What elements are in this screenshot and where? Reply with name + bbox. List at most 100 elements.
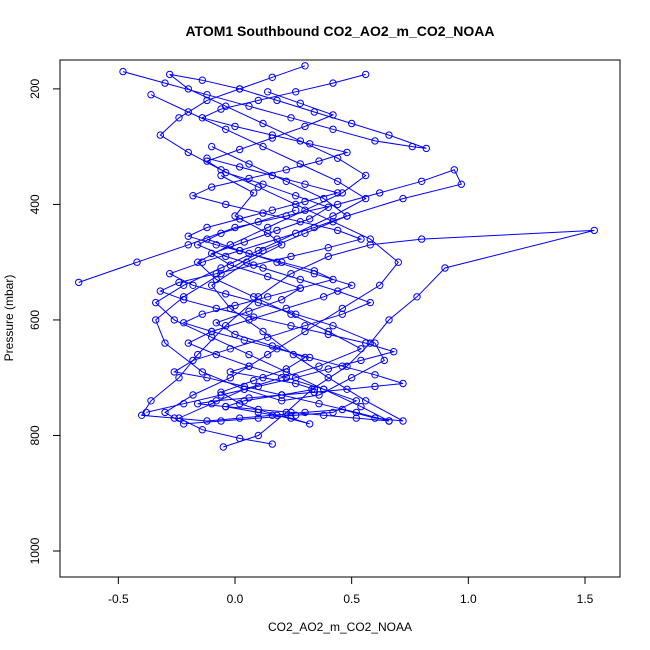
- data-point: [366, 298, 374, 307]
- data-point: [292, 206, 300, 214]
- data-point: [184, 232, 193, 240]
- tick-layer: -0.5 0.0 0.5 1.0 1.5 200 400 600 800 1000: [28, 79, 593, 606]
- data-point: [292, 379, 300, 388]
- data-point: [324, 252, 332, 261]
- data-point: [208, 183, 216, 191]
- data-point: [385, 417, 393, 425]
- data-point: [310, 385, 318, 393]
- data-point: [184, 108, 193, 116]
- data-point: [338, 362, 346, 370]
- data-point: [166, 70, 174, 79]
- data-point: [222, 200, 230, 209]
- data-point: [119, 67, 127, 76]
- data-point: [320, 411, 328, 419]
- data-point: [259, 374, 267, 382]
- data-point: [324, 365, 332, 373]
- data-point: [278, 296, 286, 304]
- data-point: [264, 223, 272, 232]
- data-point: [343, 148, 351, 157]
- data-point: [222, 168, 230, 177]
- data-point: [208, 327, 216, 336]
- data-point: [208, 142, 216, 151]
- data-point: [198, 258, 207, 266]
- data-point: [292, 374, 300, 382]
- data-point: [194, 350, 202, 359]
- data-point: [296, 218, 304, 226]
- data-point: [338, 304, 346, 313]
- data-point: [278, 258, 286, 266]
- data-point: [268, 440, 276, 448]
- data-point: [254, 414, 262, 422]
- data-point: [208, 281, 216, 289]
- data-point: [254, 382, 262, 391]
- data-point: [194, 258, 202, 266]
- data-point: [301, 122, 309, 131]
- data-point: [296, 160, 304, 168]
- data-point: [268, 134, 276, 142]
- data-point: [324, 374, 332, 382]
- data-point: [184, 241, 193, 249]
- data-point: [217, 229, 225, 238]
- data-point: [254, 96, 262, 105]
- data-point: [245, 307, 253, 315]
- data-point: [334, 177, 342, 186]
- data-point: [194, 241, 202, 249]
- data-point: [147, 91, 155, 99]
- data-point: [320, 293, 328, 301]
- data-point: [324, 203, 332, 212]
- data-point: [245, 249, 253, 258]
- series-line: [182, 157, 404, 422]
- x-tick-label: 1.5: [577, 592, 594, 606]
- data-point: [217, 388, 225, 396]
- data-point: [170, 368, 179, 376]
- data-point: [254, 218, 262, 226]
- data-point: [324, 244, 332, 252]
- data-point: [329, 275, 337, 284]
- data-point: [264, 350, 272, 359]
- data-point: [198, 426, 207, 434]
- data-point: [590, 226, 598, 235]
- data-point: [198, 310, 207, 318]
- x-tick-label: 0.5: [343, 592, 360, 606]
- data-point: [184, 339, 193, 347]
- data-point: [259, 119, 267, 128]
- data-point: [282, 304, 290, 313]
- data-point: [385, 131, 393, 139]
- data-point: [334, 189, 342, 197]
- data-point: [250, 261, 258, 269]
- data-point: [310, 108, 318, 116]
- data-point: [301, 408, 309, 417]
- series-5: [142, 70, 398, 417]
- data-point: [212, 397, 221, 405]
- data-point: [208, 333, 216, 341]
- y-axis-label: Pressure (mbar): [2, 275, 16, 362]
- data-point: [450, 166, 458, 174]
- data-point: [175, 374, 183, 382]
- x-axis-label: CO2_AO2_m_CO2_NOAA: [268, 620, 412, 634]
- data-point: [264, 333, 272, 341]
- data-point: [226, 368, 235, 376]
- data-point: [189, 391, 197, 399]
- data-point: [268, 206, 276, 214]
- data-point: [334, 287, 342, 295]
- data-point: [240, 397, 249, 405]
- data-point: [203, 223, 211, 232]
- data-point: [189, 192, 197, 200]
- data-point: [362, 397, 370, 405]
- data-point: [315, 157, 323, 165]
- data-point: [287, 414, 295, 422]
- data-point: [156, 131, 165, 139]
- data-point: [334, 200, 342, 209]
- series-layer: [75, 62, 598, 451]
- data-point: [250, 313, 258, 321]
- data-point: [371, 382, 379, 391]
- data-point: [352, 414, 360, 422]
- data-point: [226, 374, 235, 382]
- data-point: [278, 397, 286, 405]
- data-point: [315, 362, 323, 370]
- data-point: [268, 342, 276, 350]
- data-point: [156, 287, 165, 295]
- data-point: [376, 189, 384, 197]
- data-point: [222, 402, 230, 411]
